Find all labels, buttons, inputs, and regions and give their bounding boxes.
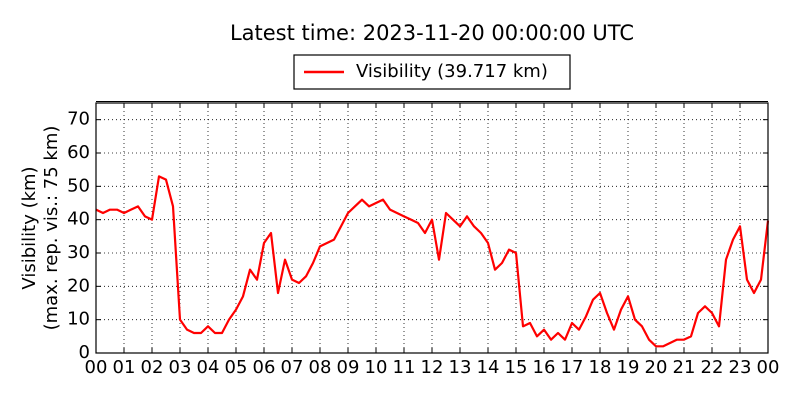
x-tick-label: 23 <box>729 357 752 378</box>
plot-frame <box>95 102 769 354</box>
x-tick-label: 03 <box>169 357 192 378</box>
x-tick-label: 19 <box>617 357 640 378</box>
x-tick-label: 15 <box>505 357 528 378</box>
x-tick-label: 01 <box>113 357 136 378</box>
legend-label: Visibility (39.717 km) <box>356 61 548 82</box>
x-tick-label: 12 <box>421 357 444 378</box>
x-tick-label: 02 <box>141 357 164 378</box>
y-tick-label: 30 <box>67 242 90 263</box>
x-tick-label: 16 <box>533 357 556 378</box>
y-tick-label: 40 <box>67 209 90 230</box>
x-tick-label: 07 <box>281 357 304 378</box>
x-tick-label: 00 <box>757 357 780 378</box>
chart-title: Latest time: 2023-11-20 00:00:00 UTC <box>230 21 634 45</box>
x-tick-label: 00 <box>85 357 108 378</box>
x-tick-label: 04 <box>197 357 220 378</box>
x-tick-label: 08 <box>309 357 332 378</box>
y-tick-label: 70 <box>67 109 90 130</box>
x-tick-label: 14 <box>477 357 500 378</box>
x-tick-label: 13 <box>449 357 472 378</box>
y-tick-label: 60 <box>67 142 90 163</box>
x-tick-label: 06 <box>253 357 276 378</box>
data-line <box>95 175 770 348</box>
x-tick-label: 18 <box>589 357 612 378</box>
y-tick-label: 20 <box>67 275 90 296</box>
x-tick-label: 05 <box>225 357 248 378</box>
x-tick-label: 11 <box>393 357 416 378</box>
x-tick-label: 10 <box>365 357 388 378</box>
x-tick-label: 22 <box>701 357 724 378</box>
y-tick-label: 50 <box>67 175 90 196</box>
x-tick-label: 20 <box>645 357 668 378</box>
y-axis-label: Visibility (km) <box>19 166 40 289</box>
y-tick-label: 0 <box>79 342 90 363</box>
y-tick-label: 10 <box>67 309 90 330</box>
x-tick-label: 21 <box>673 357 696 378</box>
x-tick-label: 17 <box>561 357 584 378</box>
y-axis-label: (max. rep. vis.: 75 km) <box>41 126 62 331</box>
x-tick-label: 09 <box>337 357 360 378</box>
